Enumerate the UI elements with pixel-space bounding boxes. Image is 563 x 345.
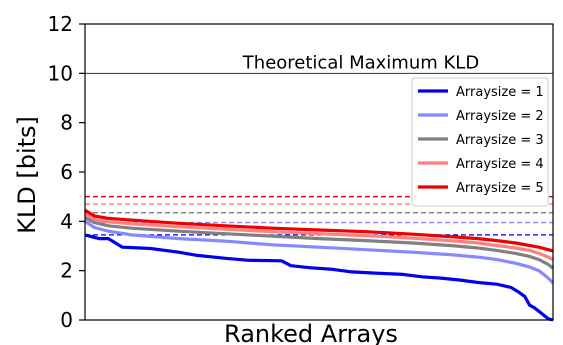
series-line [84,219,555,285]
theoretical-max-label: Theoretical Maximum KLD [242,52,479,73]
legend-label: Arraysize = 3 [456,133,544,148]
legend-label: Arraysize = 5 [456,181,544,196]
y-tick-label: 8 [60,111,73,135]
x-axis-label: Ranked Arrays [224,320,398,345]
y-axis-label: KLD [bits] [13,116,41,234]
y-tick-label: 12 [48,12,73,36]
y-tick-label: 10 [48,61,73,85]
legend-box [411,77,549,207]
y-tick-label: 0 [60,308,73,332]
legend-label: Arraysize = 2 [456,109,544,124]
series-line [84,233,554,322]
y-tick-label: 2 [60,259,73,283]
plot-frame [84,23,554,321]
y-tick-label: 4 [60,209,73,233]
series-line [84,216,554,270]
legend-label: Arraysize = 1 [456,85,544,100]
series-lines [84,208,555,322]
y-tick-label: 6 [60,160,73,184]
legend: Arraysize = 1 Arraysize = 2 Arraysize = 3 A… [411,77,549,207]
legend-label: Arraysize = 4 [456,157,544,172]
series-line [84,208,554,253]
y-axis-ticks: 0 2 4 6 8 10 12 [48,12,85,332]
series-line [84,212,554,262]
